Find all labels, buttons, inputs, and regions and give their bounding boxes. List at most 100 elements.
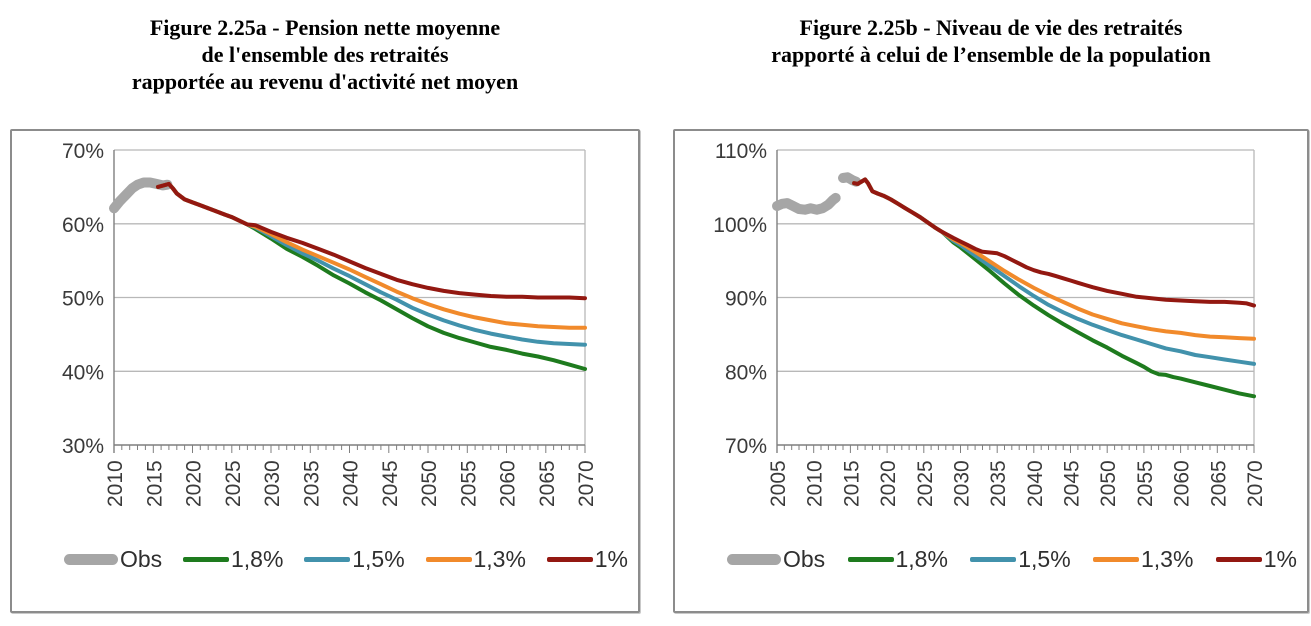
x-tick-label-group: 2060 — [1171, 460, 1194, 507]
x-tick-label-group: 2035 — [300, 460, 323, 507]
legend-swatch-1-5 — [970, 556, 1017, 562]
x-tick-label-group: 2020 — [877, 460, 900, 507]
x-tick-label: 2060 — [497, 460, 520, 507]
legend-label: 1,3% — [1141, 545, 1194, 572]
legend-swatch-1-3 — [425, 556, 472, 562]
figure-2-25a: Figure 2.25a - Pension nette moyenne de … — [10, 0, 640, 626]
x-tick-label: 2025 — [222, 460, 245, 507]
chart-panel-a: 30% 40% 50% 60% 70% 2010 2015 2020 2025 2030 2035 2… — [10, 129, 640, 613]
x-tick-label-group: 2070 — [1244, 460, 1267, 507]
series-line-1% — [156, 181, 587, 301]
x-tick-label: 2035 — [987, 460, 1010, 507]
legend-item-1-3: 1,3% — [1093, 546, 1193, 573]
x-tick-label-group: 2055 — [1134, 460, 1157, 507]
y-tick-label: 100% — [713, 214, 767, 237]
legend-swatch-1-8 — [183, 556, 229, 562]
x-tick-label-group: 2035 — [987, 460, 1010, 507]
title-line: rapporté à celui de l’ensemble de la pop… — [771, 42, 1211, 67]
x-tick-label: 2030 — [951, 460, 974, 507]
series-line-1% — [852, 177, 1256, 308]
x-tick-label-group: 2050 — [418, 460, 441, 507]
series-line-1,3% — [852, 177, 1256, 341]
legend-label: 1,8% — [895, 545, 948, 572]
title-line: Figure 2.25b - Niveau de vie des retrait… — [799, 15, 1183, 40]
x-tick-label-group: 2015 — [143, 460, 166, 507]
legend-swatch-1-8 — [847, 556, 894, 562]
x-tick-label-group: 2040 — [1024, 460, 1047, 507]
legend-label: 1,5% — [352, 545, 405, 572]
x-tick-label-group: 2015 — [840, 460, 863, 507]
x-tick-label: 2050 — [1097, 460, 1120, 507]
x-tick-label: 2065 — [536, 460, 559, 507]
legend-item-1-8: 1,8% — [847, 545, 948, 573]
y-tick-label: 30% — [62, 435, 104, 458]
x-tick-label-group: 2005 — [767, 460, 790, 507]
legend-item-1-0: 1% — [1215, 546, 1297, 573]
x-tick-label: 2065 — [1207, 460, 1230, 507]
legend-label: 1% — [594, 545, 628, 572]
x-tick-label-group: 2040 — [340, 460, 363, 507]
title-line: de l'ensemble des retraités — [201, 42, 449, 67]
legend-swatch-1-0 — [546, 556, 593, 562]
title-line: Figure 2.25a - Pension nette moyenne — [149, 15, 501, 40]
y-tick-label: 40% — [62, 361, 104, 384]
x-tick-label-group: 2055 — [457, 460, 480, 507]
y-tick-label: 90% — [725, 288, 767, 311]
y-tick-label: 110% — [715, 140, 767, 163]
x-tick-label: 2020 — [183, 460, 206, 507]
legend-item-1-0: 1% — [546, 545, 628, 573]
x-tick-label-group: 2025 — [914, 460, 937, 507]
x-tick-label-group: 2025 — [222, 460, 245, 507]
x-tick-label: 2045 — [1061, 460, 1084, 507]
x-tick-label: 2025 — [914, 460, 937, 507]
series-line-1,3% — [156, 181, 587, 330]
x-tick-label: 2040 — [1024, 460, 1047, 507]
x-tick-label: 2070 — [575, 460, 598, 507]
x-tick-label-group: 2050 — [1097, 460, 1120, 507]
title-line: rapportée au revenu d'activité net moyen — [131, 69, 519, 94]
x-tick-label: 2010 — [804, 460, 827, 507]
x-tick-label-group: 2045 — [1061, 460, 1084, 507]
x-tick-label: 2045 — [379, 460, 402, 507]
legend-swatch-1-0 — [1215, 556, 1262, 562]
line-chart-a: 30% 40% 50% 60% 70% 2010 2015 2020 2025 2030 2035 2… — [12, 131, 638, 515]
x-tick-label-group: 2045 — [379, 460, 402, 507]
x-tick-label-group: 2030 — [261, 460, 284, 507]
x-tick-label: 2055 — [457, 460, 480, 507]
legend-item-obs: Obs — [727, 546, 825, 573]
figure-2-25b: Figure 2.25b - Niveau de vie des retrait… — [673, 0, 1309, 626]
legend-item-1-8: 1,8% — [183, 546, 283, 573]
legend-b: Obs 1,8% 1,5% 1,3% 1% — [675, 515, 1307, 611]
x-tick-label-group: 2010 — [104, 460, 127, 507]
legend-label: 1,3% — [473, 545, 526, 572]
x-tick-label: 2050 — [418, 460, 441, 507]
legend-swatch-1-3 — [1093, 556, 1139, 562]
series-line-1,5% — [156, 181, 587, 347]
figure-title-a: Figure 2.25a - Pension nette moyenne de … — [10, 0, 640, 112]
legend-swatch-1-5 — [304, 556, 351, 562]
legend-item-obs: Obs — [64, 546, 162, 573]
x-tick-label: 2030 — [261, 460, 284, 507]
x-tick-label: 2005 — [767, 460, 790, 507]
x-tick-label: 2015 — [840, 460, 863, 507]
x-tick-label-group: 2070 — [575, 460, 598, 507]
x-tick-label: 2015 — [143, 460, 166, 507]
y-tick-label: 60% — [62, 214, 104, 237]
legend-label: Obs — [120, 545, 163, 572]
x-tick-label-group: 2065 — [536, 460, 559, 507]
y-tick-label: 70% — [725, 435, 767, 458]
x-tick-label: 2040 — [340, 460, 363, 507]
series-line-Obs — [838, 172, 862, 187]
chart-canvas: 70% 80% 90% 100% 110% 2005 2010 2015 2020 2025 203… — [713, 140, 1267, 507]
y-tick-label: 80% — [725, 361, 767, 384]
x-tick-label-group: 2030 — [951, 460, 974, 507]
legend-item-1-5: 1,5% — [970, 546, 1071, 573]
legend-a: Obs 1,8% 1,5% 1,3% 1% — [12, 515, 638, 611]
legend-label: 1,8% — [231, 545, 284, 572]
y-tick-label: 50% — [62, 288, 104, 311]
legend-swatch-obs — [727, 553, 781, 565]
line-chart-b: 70% 80% 90% 100% 110% 2005 2010 2015 2020 2025 203… — [675, 131, 1307, 515]
x-tick-label: 2010 — [104, 460, 127, 507]
legend-swatch-obs — [64, 553, 118, 565]
